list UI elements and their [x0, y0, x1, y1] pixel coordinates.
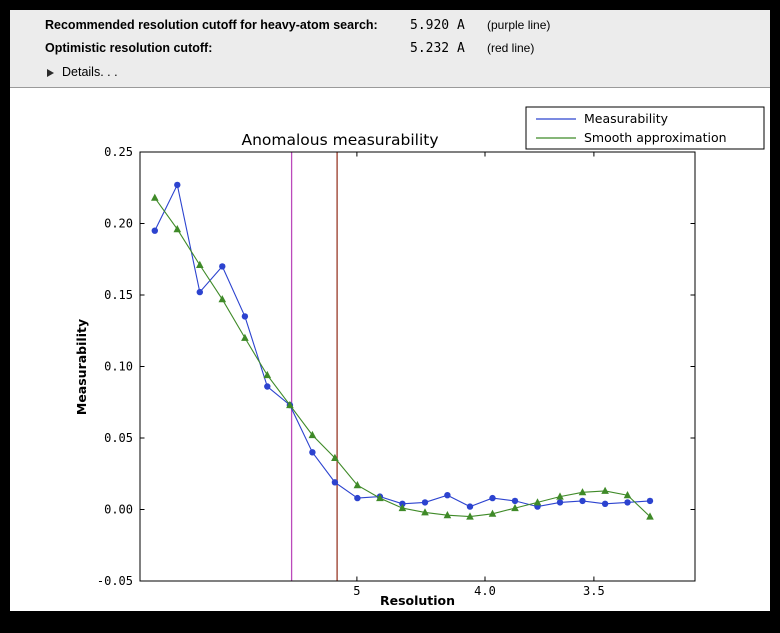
- ytick-label: -0.05: [97, 574, 133, 588]
- ytick-label: 0.05: [104, 431, 133, 445]
- xtick-label: 3.5: [583, 584, 605, 598]
- x-axis-label: Resolution: [380, 593, 455, 608]
- optimistic-cutoff-label: Optimistic resolution cutoff:: [45, 41, 213, 55]
- recommended-cutoff-label: Recommended resolution cutoff for heavy-…: [45, 18, 378, 32]
- anomalous-measurability-chart: 0.25 0.20 0.15 0.10 0.05 0.00 -0.05 5 4.0 3.5 Anom…: [74, 106, 765, 608]
- plot-panel: 0.25 0.20 0.15 0.10 0.05 0.00 -0.05 5 4.0 3.5 Anom…: [10, 87, 770, 611]
- ytick-label: 0.10: [104, 360, 133, 374]
- axes-frame: [139, 151, 696, 582]
- legend: Measurability Smooth approximation: [525, 106, 765, 150]
- tick-labels: 0.25 0.20 0.15 0.10 0.05 0.00 -0.05 5 4.0 3.5: [97, 145, 605, 598]
- details-label: Details. . .: [62, 65, 118, 79]
- legend-box: [525, 106, 765, 150]
- measurability-legend-label: Measurability: [584, 111, 669, 126]
- ytick-label: 0.25: [104, 145, 133, 159]
- optimistic-cutoff-row: Optimistic resolution cutoff: 5.232 A (r…: [10, 41, 770, 58]
- plot-area: [140, 152, 695, 581]
- disclosure-triangle-icon: [47, 69, 54, 77]
- ytick-label: 0.00: [104, 503, 133, 517]
- tick-marks: [140, 151, 695, 582]
- smooth-approximation-legend-label: Smooth approximation: [584, 130, 727, 145]
- ytick-label: 0.15: [104, 288, 133, 302]
- xtick-label: 4.0: [474, 584, 496, 598]
- recommended-cutoff-row: Recommended resolution cutoff for heavy-…: [10, 18, 770, 35]
- xtick-label: 5: [353, 584, 360, 598]
- optimistic-cutoff-value: 5.232 A: [410, 41, 465, 56]
- recommended-cutoff-value: 5.920 A: [410, 18, 465, 33]
- smooth-approximation-markers: [151, 193, 654, 520]
- details-toggle[interactable]: Details. . .: [10, 65, 210, 83]
- ytick-label: 0.20: [104, 217, 133, 231]
- optimistic-cutoff-note: (red line): [487, 41, 535, 55]
- results-window: Recommended resolution cutoff for heavy-…: [10, 10, 770, 611]
- y-axis-label: Measurability: [74, 319, 89, 415]
- chart-title: Anomalous measurability: [241, 131, 438, 149]
- recommended-cutoff-note: (purple line): [487, 18, 551, 32]
